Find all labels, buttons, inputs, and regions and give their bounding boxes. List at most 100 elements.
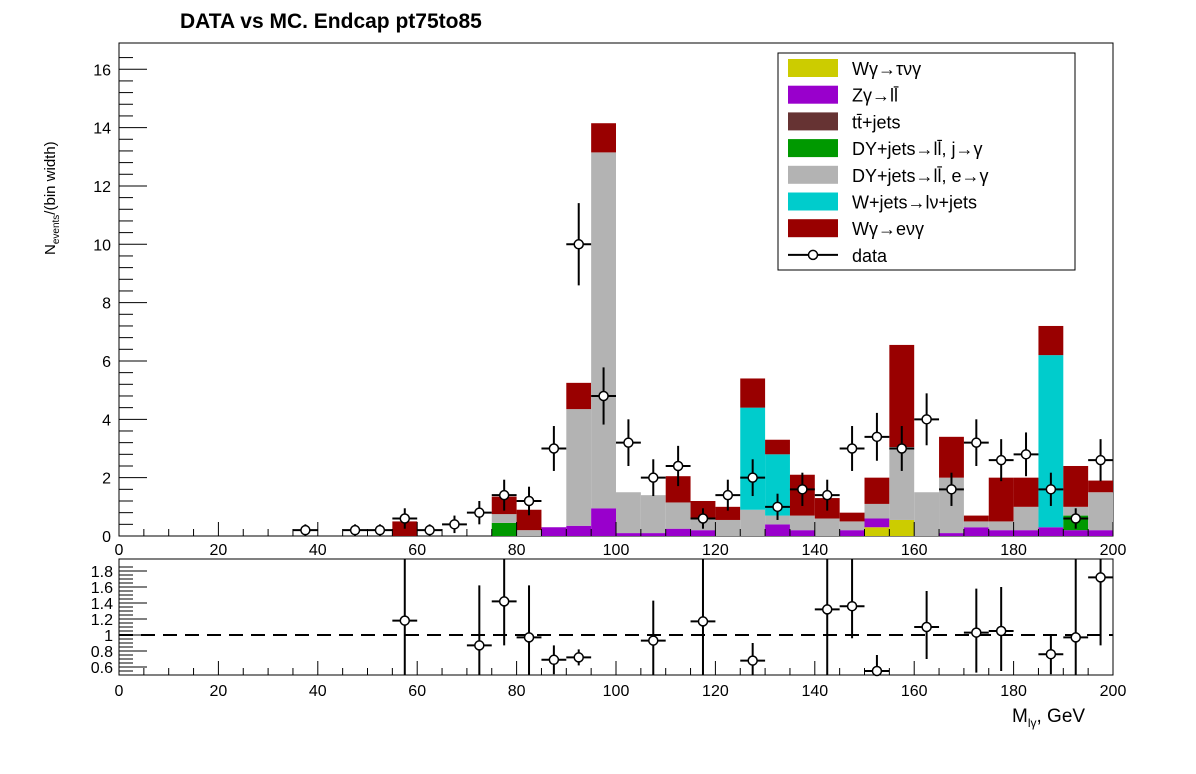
bar-bin-33-series-1 — [939, 533, 964, 536]
ratio-x-tick-label-7: 140 — [801, 683, 828, 700]
bar-bin-15-series-3 — [491, 522, 517, 536]
x-axis: 0 20 40 60 80 100 120 140 160 180 200 — [115, 522, 1127, 559]
data-point-28 — [1020, 449, 1032, 460]
ratio-point-13 — [971, 627, 982, 638]
data-point-21 — [846, 443, 858, 454]
ratio-point-4 — [548, 654, 560, 666]
x-tick-label-4: 80 — [508, 542, 526, 559]
data-point-7 — [498, 489, 510, 501]
y-axis: 0 2 4 6 8 10 12 14 16 — [93, 57, 147, 546]
bar-bin-35-series-6 — [988, 477, 1014, 522]
x-tick-label-6: 120 — [702, 542, 729, 559]
data-point-26 — [971, 437, 982, 448]
bar-bin-26-series-1 — [765, 524, 790, 536]
data-point-29 — [1045, 484, 1057, 495]
ratio-point-3 — [523, 632, 535, 643]
main-panel: 0 2 4 6 8 10 12 14 16 0 20 40 60 80 100 120 140 160 180 20… — [93, 42, 1127, 559]
bar-bin-36-series-6 — [1013, 477, 1039, 507]
data-point-4 — [424, 524, 435, 536]
ratio-x-axis: 0 20 40 60 80 100 120 140 160 180 200 — [115, 661, 1127, 700]
bar-bin-15-series-4 — [491, 514, 517, 523]
bar-bin-24-series-6 — [715, 506, 741, 520]
ratio-y-tick-label-4: 1.4 — [91, 596, 113, 613]
bar-bin-29-series-1 — [839, 530, 865, 536]
data-point-19 — [797, 484, 808, 495]
legend-swatch-4 — [788, 165, 838, 184]
y-tick-label-5: 10 — [93, 237, 111, 254]
bar-bin-18-series-6 — [566, 382, 592, 410]
data-point-0 — [300, 524, 311, 536]
ratio-y-tick-label-2: 1 — [104, 628, 113, 645]
legend-swatch-data-marker — [807, 249, 819, 261]
bar-bin-22-series-4 — [665, 502, 691, 529]
legend-label-4: DY+jets→ll̄, e→γ — [852, 166, 989, 186]
ratio-point-7 — [697, 616, 709, 627]
bar-bin-17-series-1 — [541, 527, 567, 536]
ratio-y-tick-label-1: 0.8 — [91, 644, 113, 661]
svg-text:Mlγ, GeV: Mlγ, GeV — [1012, 706, 1085, 730]
bar-bin-25-series-6 — [740, 378, 766, 408]
data-point-15 — [697, 513, 709, 524]
ratio-x-tick-label-8: 160 — [901, 683, 928, 700]
bar-bin-30-series-4 — [864, 503, 890, 519]
data-point-30 — [1070, 513, 1081, 524]
bar-bin-37-series-1 — [1038, 527, 1064, 536]
legend-label-1: Zγ→ll̄ — [852, 86, 899, 106]
bar-bin-32-series-4 — [914, 492, 940, 536]
data-point-16 — [722, 489, 734, 501]
data-point-9 — [548, 443, 560, 454]
data-point-31 — [1095, 454, 1106, 466]
x-tick-label-3: 60 — [408, 542, 426, 559]
ratio-x-tick-label-0: 0 — [115, 683, 124, 700]
bar-bin-16-series-4 — [516, 530, 542, 536]
ratio-point-10 — [846, 600, 858, 612]
x-tick-label-10: 200 — [1100, 542, 1127, 559]
x-axis-title: Mlγ, GeV — [1012, 706, 1085, 730]
legend-swatch-0 — [788, 59, 838, 77]
data-point-23 — [896, 443, 908, 454]
bar-bin-30-series-0 — [864, 527, 890, 536]
y-axis-title: Nevents/(bin width) — [42, 141, 62, 255]
ratio-point-16 — [1070, 632, 1081, 643]
ratio-x-tick-label-5: 100 — [603, 683, 630, 700]
bar-bin-34-series-6 — [963, 515, 989, 522]
bar-bin-30-series-6 — [864, 477, 890, 504]
bar-bin-35-series-4 — [988, 521, 1014, 531]
legend-label-2: tt̄+jets — [852, 112, 901, 132]
y-tick-label-1: 2 — [102, 471, 111, 488]
bar-bin-21-series-1 — [640, 533, 666, 536]
ratio-point-0 — [399, 615, 411, 626]
bar-bin-19-series-1 — [591, 508, 616, 536]
ratio-point-15 — [1045, 648, 1057, 660]
ratio-point-17 — [1095, 572, 1106, 583]
y-tick-label-7: 14 — [93, 121, 111, 138]
legend-swatch-6 — [788, 219, 838, 238]
data-points — [292, 203, 1113, 536]
ratio-frame — [118, 558, 1114, 676]
legend-label-6: Wγ→eνγ — [852, 219, 924, 239]
ratio-point-8 — [747, 655, 758, 666]
data-point-1 — [349, 524, 361, 536]
data-point-18 — [772, 501, 783, 513]
x-tick-label-9: 180 — [1000, 542, 1027, 559]
bar-bin-25-series-4 — [740, 509, 766, 536]
bar-bin-20-series-4 — [616, 492, 641, 534]
ratio-y-axis: 0.60.811.21.41.61.8 — [91, 564, 147, 677]
bar-bin-36-series-1 — [1013, 530, 1039, 536]
ratio-panel: 0.60.811.21.41.61.8 0 20 40 60 80 100 120 140 16… — [91, 558, 1127, 700]
data-point-22 — [871, 431, 883, 443]
data-point-20 — [821, 489, 833, 501]
data-point-5 — [449, 519, 460, 530]
ratio-x-tick-label-2: 40 — [309, 683, 327, 700]
data-point-3 — [399, 513, 411, 524]
ratio-point-5 — [573, 652, 584, 663]
bar-bin-18-series-1 — [566, 525, 592, 536]
ratio-point-14 — [995, 625, 1007, 637]
y-tick-label-0: 0 — [102, 529, 111, 546]
x-tick-label-0: 0 — [115, 542, 124, 559]
data-point-11 — [598, 390, 609, 402]
ratio-x-tick-label-10: 200 — [1100, 683, 1127, 700]
bar-bin-37-series-6 — [1038, 325, 1064, 356]
bar-bin-33-series-6 — [939, 436, 964, 478]
